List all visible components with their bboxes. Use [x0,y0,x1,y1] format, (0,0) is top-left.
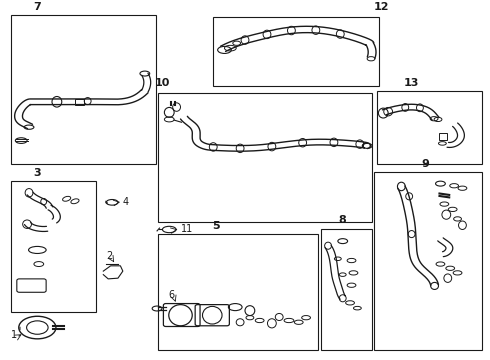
Bar [11,181,96,312]
Text: 7: 7 [33,2,41,12]
Bar [11,15,156,163]
Bar [75,99,84,105]
Text: 12: 12 [374,2,390,12]
Text: 11: 11 [180,224,193,234]
Text: 9: 9 [422,159,430,169]
Bar [377,91,482,163]
Bar [158,234,318,351]
Text: 2: 2 [106,251,112,261]
Text: 6: 6 [169,289,175,300]
Bar [158,93,372,222]
Text: 1: 1 [11,330,18,340]
Text: 10: 10 [154,78,170,88]
Text: 8: 8 [339,215,346,225]
Bar [321,229,372,351]
Text: 5: 5 [212,221,220,230]
Text: 4: 4 [123,197,129,207]
Bar [374,172,482,351]
Bar [213,17,379,86]
Text: 13: 13 [403,78,419,88]
Text: 3: 3 [33,168,41,177]
Bar [439,133,447,140]
